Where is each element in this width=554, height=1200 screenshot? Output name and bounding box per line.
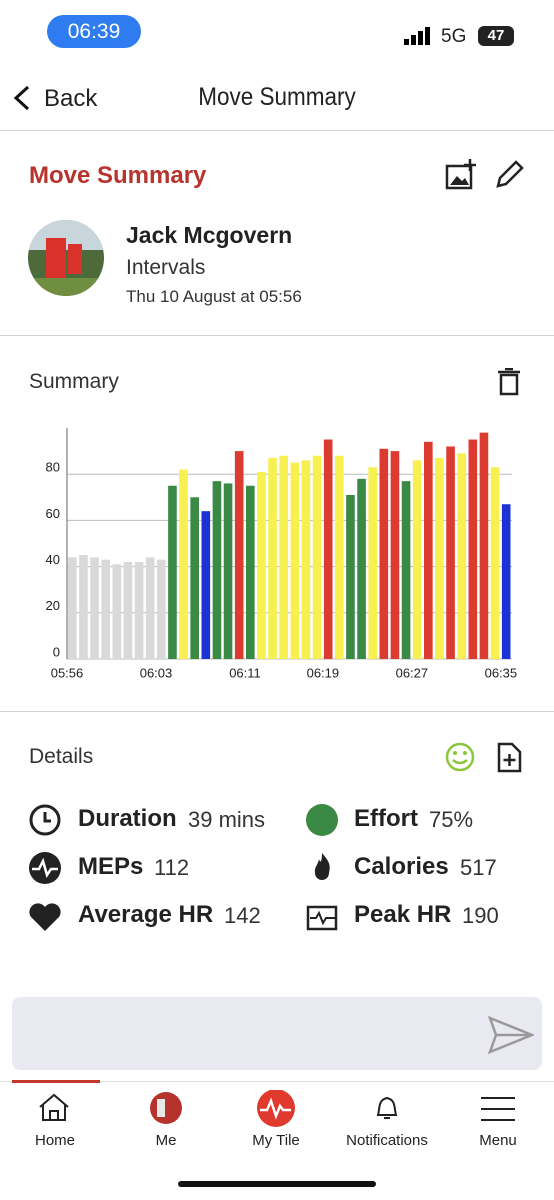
bar [212, 481, 222, 659]
details-actions[interactable] [445, 741, 525, 773]
detail-label: Duration [78, 805, 177, 832]
tab[interactable]: Home [34, 1132, 75, 1149]
status-time: 06:39 [67, 20, 121, 43]
x-tick-label: 06:19 [307, 665, 340, 680]
bar [157, 559, 166, 659]
detail-label: Peak HR [354, 901, 452, 928]
bar [290, 462, 300, 659]
bar [279, 455, 288, 659]
bar [446, 446, 455, 659]
bar [223, 483, 233, 659]
detail-value: 142 [224, 903, 261, 928]
bar [101, 559, 110, 659]
bar [490, 467, 500, 659]
bar-chart: 0 20 40 60 80 05:56 06:03 06:11 06:19 06:27 06:35 [46, 428, 518, 680]
bar [179, 469, 188, 659]
user-name: Jack Mcgovern [126, 222, 293, 248]
bar [168, 485, 177, 659]
divider [0, 1081, 554, 1082]
bar [68, 557, 77, 659]
y-tick-label: 20 [46, 598, 60, 613]
back-icon[interactable] [12, 85, 32, 111]
x-tick-label: 06:27 [396, 665, 429, 680]
detail-label: Effort [354, 805, 418, 832]
tab[interactable]: My Tile [252, 1132, 300, 1149]
divider [0, 130, 554, 131]
home-indicator [178, 1181, 376, 1187]
detail-label: MEPs [78, 853, 144, 880]
x-tick-label: 05:56 [51, 665, 84, 680]
delete-icon[interactable] [497, 368, 521, 396]
time-pill [47, 15, 141, 48]
bar [323, 439, 333, 659]
detail-label: Average HR [78, 901, 214, 928]
tab-icons [39, 1090, 515, 1127]
bar [501, 504, 511, 659]
bar [479, 432, 489, 659]
divider [0, 335, 554, 336]
bar [457, 453, 466, 659]
bar [412, 460, 422, 659]
bar [401, 481, 411, 659]
bar [201, 511, 211, 659]
detail-label: Calories [354, 853, 449, 880]
detail-icons-left [29, 804, 61, 931]
bar [390, 451, 400, 659]
network: 5G [441, 26, 467, 47]
y-tick-label: 40 [46, 552, 60, 567]
bar [368, 467, 377, 659]
bar [234, 451, 244, 659]
bar [123, 561, 133, 659]
date: Thu 10 August at 05:56 [126, 287, 302, 306]
bar [301, 460, 311, 659]
detail-value: 112 [154, 855, 190, 880]
send-button[interactable] [488, 1016, 534, 1054]
bar [79, 555, 88, 659]
detail-value: 190 [462, 903, 499, 928]
divider [0, 711, 554, 712]
active-tab-bar [12, 1080, 100, 1083]
y-tick-label: 60 [46, 506, 60, 521]
section-title: Move Summary [29, 162, 207, 189]
bar [424, 441, 433, 659]
bar [346, 494, 355, 659]
tab[interactable]: Me [155, 1132, 177, 1149]
x-tick-label: 06:03 [140, 665, 173, 680]
y-tick-label: 80 [46, 460, 60, 475]
detail-value: 517 [460, 855, 497, 880]
message-input[interactable] [12, 997, 542, 1070]
battery: 47 [478, 26, 514, 46]
bar [90, 557, 99, 659]
bar [134, 561, 144, 659]
y-tick-label: 0 [53, 644, 60, 659]
bar [468, 439, 478, 659]
avatar[interactable] [28, 220, 104, 296]
header-actions[interactable] [444, 158, 524, 192]
bar [246, 485, 255, 659]
x-tick-label: 06:11 [229, 665, 261, 680]
signal-icon [404, 27, 430, 45]
details-title: Details [29, 745, 94, 768]
bar [190, 497, 199, 659]
bar [268, 458, 277, 659]
detail-icons-right [306, 804, 338, 931]
tab[interactable]: Notifications [346, 1132, 428, 1149]
detail-value: 75% [429, 807, 474, 832]
tab[interactable]: Menu [479, 1132, 517, 1149]
bar [257, 471, 266, 659]
bar [379, 448, 389, 659]
detail-value: 39 mins [188, 807, 266, 832]
bar [312, 455, 322, 659]
bar [335, 455, 344, 659]
nav-title: Move Summary [198, 83, 356, 111]
back-button[interactable]: Back [44, 85, 98, 112]
bar [435, 458, 444, 659]
bar [357, 478, 366, 659]
activity: Intervals [126, 256, 206, 279]
bar [112, 564, 122, 659]
summary-title: Summary [29, 370, 119, 393]
x-tick-label: 06:35 [485, 665, 518, 680]
bar [145, 557, 155, 659]
